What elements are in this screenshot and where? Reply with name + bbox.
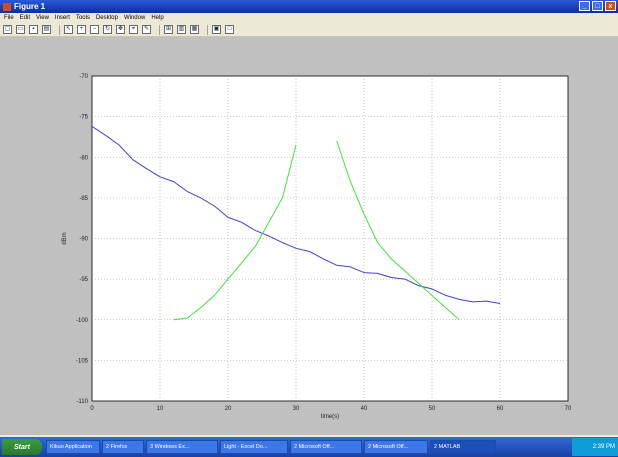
y-tick-label: -105 — [76, 358, 89, 364]
y-tick-label: -80 — [79, 155, 88, 161]
system-tray: 2:39 PM — [572, 438, 618, 456]
x-tick-label: 70 — [565, 406, 572, 412]
y-tick-label: -90 — [79, 237, 88, 243]
taskbar-item-windows-explorer[interactable]: 3 Windows Ex... — [146, 440, 218, 454]
line-chart: 0 10 20 30 40 50 60 70 -70 -75 -80 -85 -90 -95 -100 -10… — [62, 74, 572, 420]
x-tick-label: 20 — [225, 406, 232, 412]
y-tick-label: -110 — [76, 399, 88, 405]
maximize-button[interactable]: □ — [592, 1, 603, 11]
figure-icon — [3, 2, 11, 11]
menu-desktop[interactable]: Desktop — [95, 15, 118, 21]
menu-help[interactable]: Help — [151, 15, 164, 21]
zoom-in-icon[interactable]: + — [77, 25, 86, 34]
grid-lines — [92, 76, 568, 401]
arrow-icon[interactable]: ↖ — [64, 25, 73, 34]
x-tick-label: 40 — [361, 406, 368, 412]
series-line-2 — [173, 144, 297, 321]
x-tick-label: 0 — [90, 406, 94, 412]
toolbar-separator — [207, 24, 208, 35]
series-line-1 — [91, 125, 501, 304]
window-title: Figure 1 — [14, 2, 46, 11]
tick-labels: 0 10 20 30 40 50 60 70 -70 -75 -80 -85 -90 -95 -100 -10… — [76, 74, 572, 412]
menu-bar: File Edit View Insert Tools Desktop Wind… — [0, 13, 618, 23]
title-bar: Figure 1 _ □ x — [0, 0, 618, 13]
x-tick-label: 30 — [293, 406, 300, 412]
brush-icon[interactable]: ✎ — [142, 25, 151, 34]
open-icon[interactable]: ▭ — [16, 25, 25, 34]
taskbar-item-office-1[interactable]: 2 Microsoft Off... — [290, 440, 362, 454]
x-tick-label: 60 — [497, 406, 504, 412]
x-axis-label: time(s) — [321, 414, 339, 420]
y-tick-label: -100 — [76, 318, 89, 324]
taskbar-item-matlab[interactable]: 2 MATLAB — [430, 440, 496, 454]
data-cursor-icon[interactable]: ⌖ — [129, 25, 138, 34]
x-tick-label: 50 — [429, 406, 436, 412]
y-tick-label: -95 — [79, 277, 88, 283]
print-icon[interactable]: ▤ — [42, 25, 51, 34]
toolbar-separator — [159, 24, 160, 35]
taskbar-item-kikuo[interactable]: Kikuo Application — [46, 440, 100, 454]
taskbar-item-excel[interactable]: Light - Excel Do... — [220, 440, 288, 454]
toolbar-separator — [59, 24, 60, 35]
series-lines — [91, 125, 501, 321]
pan-icon[interactable]: ✥ — [116, 25, 125, 34]
new-icon[interactable]: ▢ — [3, 25, 12, 34]
y-tick-label: -75 — [79, 115, 88, 121]
figure-toolbar: ▢ ▭ ▪ ▤ ↖ + − ↻ ✥ ⌖ ✎ ⊞ ▥ ▦ ▣ □ — [0, 23, 618, 37]
close-button[interactable]: x — [605, 1, 616, 11]
menu-file[interactable]: File — [4, 15, 14, 21]
menu-view[interactable]: View — [36, 15, 49, 21]
menu-edit[interactable]: Edit — [19, 15, 31, 21]
taskbar-item-firefox[interactable]: 2 Firefox — [102, 440, 144, 454]
menu-tools[interactable]: Tools — [75, 15, 90, 21]
rotate-icon[interactable]: ↻ — [103, 25, 112, 34]
x-tick-label: 10 — [157, 406, 164, 412]
show-tools-icon[interactable]: □ — [225, 25, 234, 34]
legend-icon[interactable]: ▦ — [190, 25, 199, 34]
series-line-3 — [336, 140, 460, 321]
y-axis-label: dBm — [62, 232, 68, 244]
zoom-out-icon[interactable]: − — [90, 25, 99, 34]
hide-tools-icon[interactable]: ▣ — [212, 25, 221, 34]
tray-clock: 2:39 PM — [592, 444, 615, 450]
y-tick-label: -85 — [79, 196, 88, 202]
taskbar-item-office-2[interactable]: 2 Microsoft Off... — [364, 440, 428, 454]
y-tick-label: -70 — [79, 74, 88, 80]
colorbar-icon[interactable]: ▥ — [177, 25, 186, 34]
link-icon[interactable]: ⊞ — [164, 25, 173, 34]
start-button[interactable]: Start — [2, 439, 42, 455]
menu-window[interactable]: Window — [123, 15, 146, 21]
save-icon[interactable]: ▪ — [29, 25, 38, 34]
menu-insert[interactable]: Insert — [54, 15, 70, 21]
taskbar: Start Kikuo Application 2 Firefox 3 Wind… — [0, 437, 618, 457]
minimize-button[interactable]: _ — [579, 1, 590, 11]
